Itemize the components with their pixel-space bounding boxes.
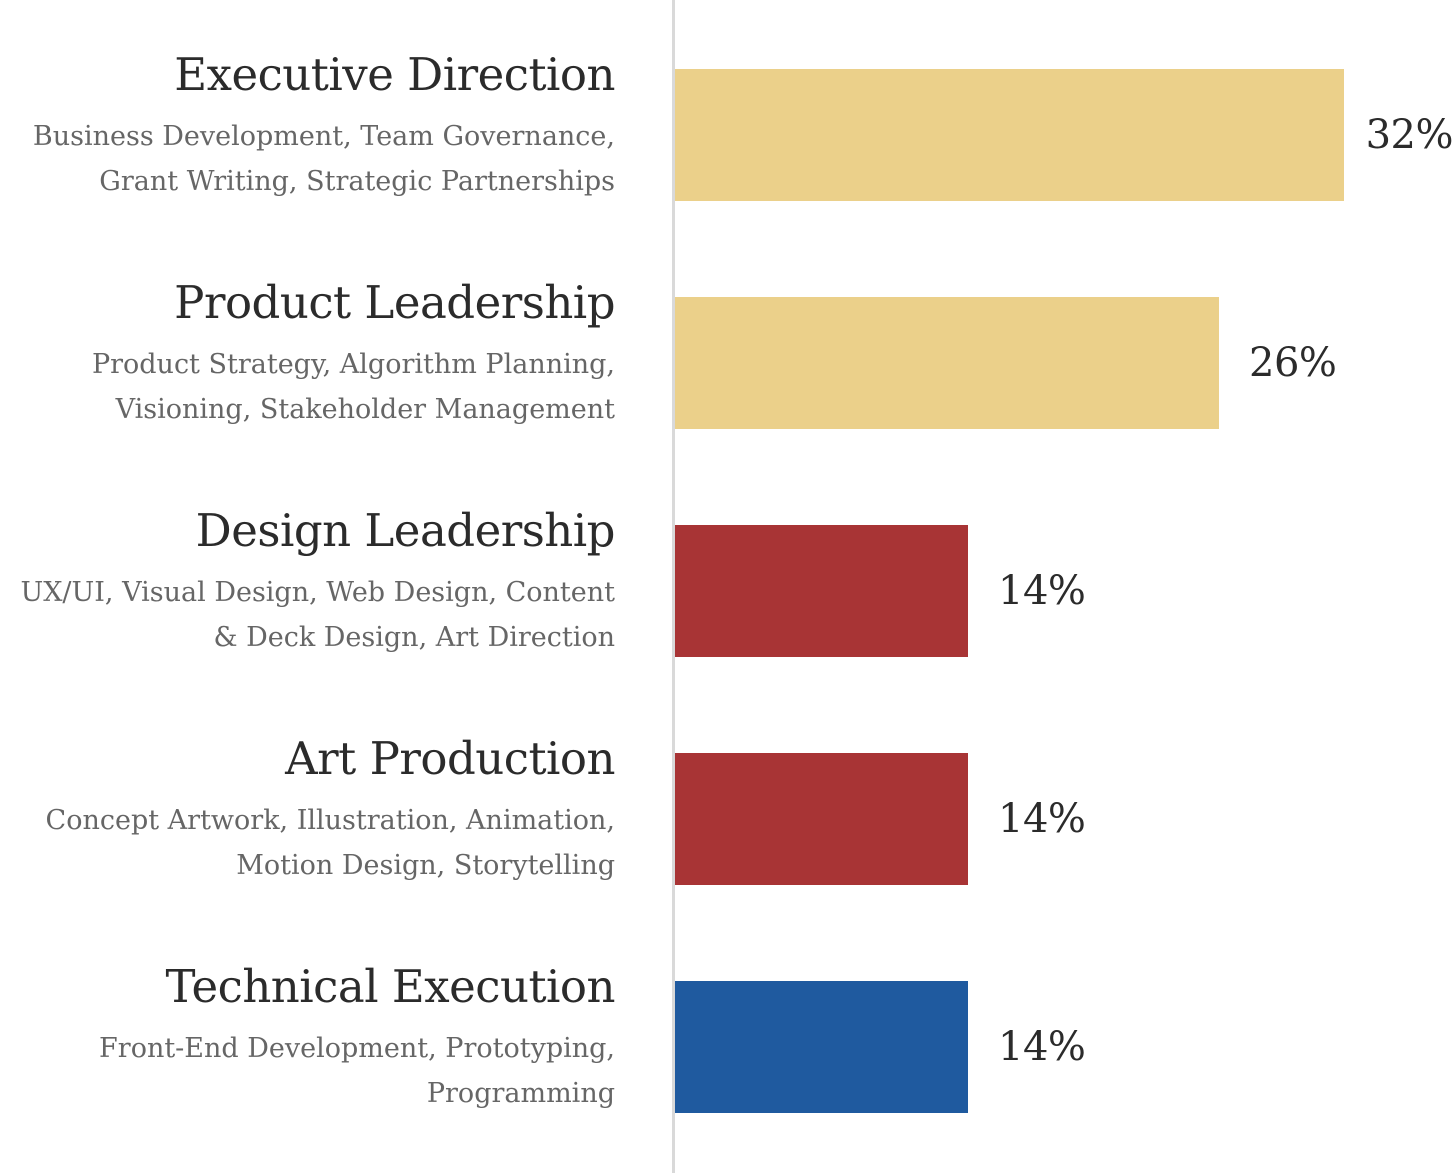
category-title: Technical Execution (165, 960, 615, 1013)
bar (675, 753, 968, 885)
bar-row-product-leadership: Product Leadership Product Strategy, Alg… (0, 278, 1455, 478)
category-description: Product Strategy, Algorithm Planning, Vi… (91, 349, 615, 425)
bar (675, 69, 1344, 201)
bar-value-label: 14% (998, 796, 1086, 842)
bar-row-design-leadership: Design Leadership UX/UI, Visual Design, … (0, 506, 1455, 706)
category-title: Product Leadership (174, 276, 615, 329)
category-description: UX/UI, Visual Design, Web Design, Conten… (20, 577, 615, 653)
category-title: Art Production (285, 732, 615, 785)
category-label-block: Product Leadership Product Strategy, Alg… (0, 276, 616, 432)
category-title: Design Leadership (195, 504, 616, 557)
bar-value-label: 14% (998, 1024, 1086, 1070)
category-description: Concept Artwork, Illustration, Animation… (45, 805, 615, 881)
category-label-block: Executive Direction Business Development… (0, 48, 616, 204)
category-axis-line (672, 0, 675, 1173)
category-description: Business Development, Team Governance, G… (32, 121, 615, 197)
category-label-block: Technical Execution Front-End Developmen… (0, 962, 615, 1116)
bar-value-label: 14% (998, 568, 1086, 614)
category-label-block: Art Production Concept Artwork, Illustra… (0, 732, 616, 888)
bar-value-label: 26% (1249, 340, 1337, 386)
bar-value-label: 32% (1365, 112, 1454, 158)
category-label-block: Design Leadership UX/UI, Visual Design, … (0, 506, 615, 660)
bar-row-executive-direction: Executive Direction Business Development… (0, 50, 1455, 250)
category-title: Executive Direction (174, 48, 615, 101)
category-description: Front-End Development, Prototyping, Prog… (99, 1033, 615, 1109)
bar (675, 297, 1219, 429)
bar (675, 981, 968, 1113)
bar (675, 525, 968, 657)
bar-row-technical-execution: Technical Execution Front-End Developmen… (0, 962, 1455, 1162)
bar-row-art-production: Art Production Concept Artwork, Illustra… (0, 734, 1455, 934)
